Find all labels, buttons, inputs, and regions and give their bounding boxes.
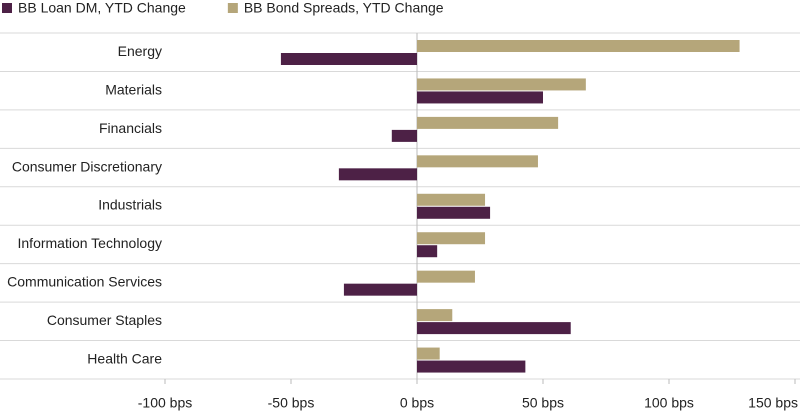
- bar: [417, 155, 538, 168]
- x-tick-label: 100 bps: [644, 395, 694, 411]
- x-tick-label: -100 bps: [138, 395, 192, 411]
- bar: [417, 91, 543, 104]
- legend-swatch: [227, 3, 238, 13]
- category-label: Consumer Staples: [47, 312, 162, 328]
- category-label: Communication Services: [7, 274, 162, 290]
- bar: [417, 206, 491, 219]
- x-tick-label: 150 bps: [748, 395, 798, 411]
- bar: [417, 232, 486, 245]
- category-label: Financials: [99, 120, 162, 136]
- bar: [417, 347, 440, 360]
- x-tick-label: 50 bps: [522, 395, 564, 411]
- category-label: Consumer Discretionary: [12, 158, 162, 174]
- category-label: Energy: [118, 43, 162, 59]
- bar: [391, 129, 417, 142]
- category-label: Health Care: [87, 350, 162, 366]
- bar: [417, 40, 740, 52]
- bar: [417, 116, 559, 129]
- x-tick-label: -50 bps: [268, 395, 315, 411]
- bar: [417, 270, 475, 283]
- bar: [417, 245, 438, 258]
- category-label: Industrials: [98, 197, 162, 213]
- category-label: Information Technology: [18, 235, 163, 251]
- legend-label: BB Bond Spreads, YTD Change: [244, 0, 444, 16]
- bar: [280, 53, 417, 65]
- legend-label: BB Loan DM, YTD Change: [18, 0, 186, 16]
- legend-swatch: [2, 3, 12, 13]
- bar: [343, 283, 417, 296]
- category-label: Materials: [105, 81, 162, 97]
- bar: [338, 168, 417, 181]
- bar: [417, 309, 453, 322]
- bar: [417, 78, 586, 91]
- bar: [417, 360, 526, 373]
- x-tick-label: 0 bps: [400, 395, 434, 411]
- bar: [417, 193, 486, 206]
- bar: [417, 322, 571, 335]
